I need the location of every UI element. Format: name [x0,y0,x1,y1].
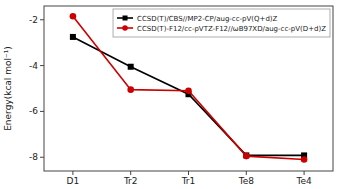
x-tick [246,171,247,175]
point [243,153,250,160]
point [70,34,76,40]
x-tick-label: Te8 [238,176,255,186]
point [185,87,192,94]
point [128,64,134,70]
point [70,13,77,20]
chart: -8 -6 -4 -2 D1 Tr2 Tr1 Te8 Te4 Energy(kcal mol⁻¹)… [0,0,339,189]
legend-label: CCSD(T)-F12/cc-pVTZ-F12//ωB97XD/aug-cc-p… [137,25,326,33]
x-tick [188,171,189,175]
y-tick-label: -4 [29,61,38,71]
y-tick [40,65,44,66]
series-line [73,37,304,155]
series-line [73,16,304,159]
x-tick-label: Te4 [295,176,312,186]
x-tick [72,171,73,175]
y-tick [40,157,44,158]
legend-box [113,9,330,37]
x-tick-label: D1 [67,176,80,186]
y-tick-label: -6 [29,106,38,116]
point [127,86,134,93]
legend-marker [122,25,128,31]
y-tick-label: -8 [29,152,38,162]
x-tick [304,171,305,175]
y-axis-label: Energy(kcal mol⁻¹) [3,46,13,131]
point [301,156,308,163]
x-tick [130,171,131,175]
y-tick-label: -2 [29,15,38,25]
x-tick-label: Tr2 [123,176,138,186]
x-tick-label: Tr1 [181,176,196,186]
y-tick [40,19,44,20]
legend-label: CCSD(T)/CBS//MP2-CP/aug-cc-pV(Q+d)Z [137,15,278,23]
plot-frame [44,6,333,171]
legend: CCSD(T)/CBS//MP2-CP/aug-cc-pV(Q+d)Z CCSD(… [113,9,330,37]
legend-marker [123,16,128,21]
y-tick [40,111,44,112]
